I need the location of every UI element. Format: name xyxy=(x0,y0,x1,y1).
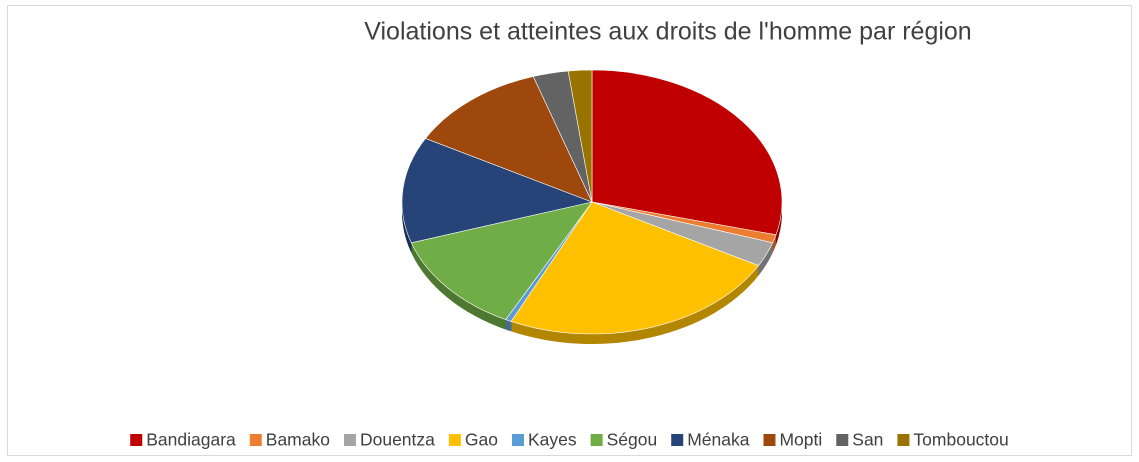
slice xyxy=(425,76,593,203)
legend-swatch xyxy=(763,434,776,446)
legend-swatch xyxy=(249,434,262,446)
legend-label: Tombouctou xyxy=(913,430,1008,450)
legend-swatch xyxy=(343,434,356,446)
slice xyxy=(567,69,593,203)
legend-swatch xyxy=(448,434,461,446)
slice xyxy=(510,201,759,335)
legend-label: Douentza xyxy=(360,430,435,450)
legend-label: Ségou xyxy=(607,430,658,450)
legend-label: San xyxy=(852,430,883,450)
chart-title: Violations et atteintes aux droits de l'… xyxy=(364,18,971,46)
legend-label: Bamako xyxy=(266,430,330,450)
slice xyxy=(401,138,594,244)
legend-label: Ménaka xyxy=(687,430,750,450)
legend-label: Mopti xyxy=(779,430,822,450)
legend-swatch xyxy=(836,434,849,446)
legend-label: Gao xyxy=(465,430,498,450)
slice xyxy=(410,201,593,320)
legend-label: Kayes xyxy=(528,430,577,450)
legend-swatch xyxy=(897,434,910,446)
legend-label: Bandiagara xyxy=(146,430,236,450)
legend-swatch xyxy=(511,434,524,446)
legend-swatch xyxy=(671,434,684,446)
slice xyxy=(591,69,783,236)
legend-swatch xyxy=(130,434,143,446)
legend-swatch xyxy=(590,434,603,446)
